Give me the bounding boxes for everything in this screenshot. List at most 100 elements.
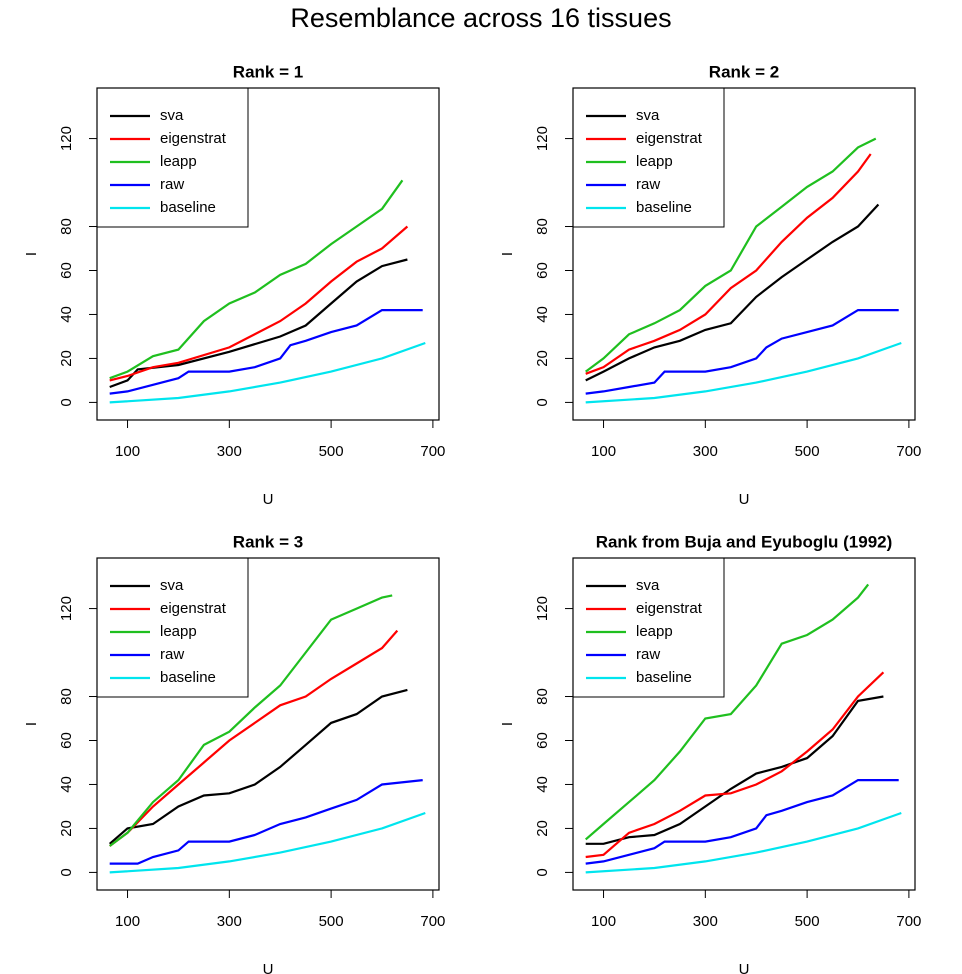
legend-label: baseline: [636, 199, 692, 216]
legend-label: leapp: [160, 153, 197, 170]
y-tick-label: 0: [58, 868, 75, 876]
y-axis-label: I: [499, 722, 516, 726]
series-line: [584, 583, 870, 841]
plot-frame: [572, 87, 916, 421]
x-tick-label: 700: [420, 443, 445, 460]
legend-box: [572, 557, 725, 698]
y-axis-label: I: [499, 252, 516, 256]
y-tick-label: 120: [58, 596, 75, 621]
legend-label: baseline: [160, 669, 216, 686]
series-line: [109, 225, 409, 382]
panel-title: Rank from Buja and Eyuboglu (1992): [596, 532, 893, 551]
x-tick-label: 100: [115, 913, 140, 930]
x-tick-label: 100: [591, 913, 616, 930]
x-tick-label: 500: [319, 913, 344, 930]
y-tick-label: 20: [534, 350, 551, 367]
series-line: [585, 309, 899, 395]
legend-label: baseline: [160, 199, 216, 216]
legend-label: eigenstrat: [636, 130, 703, 147]
x-axis-label: U: [263, 491, 274, 508]
x-tick-label: 700: [896, 443, 921, 460]
y-tick-label: 20: [534, 820, 551, 837]
legend-label: sva: [160, 577, 184, 594]
y-tick-label: 120: [534, 126, 551, 151]
y-tick-label: 120: [534, 596, 551, 621]
legend-label: raw: [160, 646, 184, 663]
x-tick-label: 300: [693, 443, 718, 460]
y-tick-label: 0: [534, 398, 551, 406]
y-tick-label: 20: [58, 350, 75, 367]
legend-label: sva: [636, 107, 660, 124]
plot-frame: [96, 87, 440, 421]
legend-label: eigenstrat: [160, 130, 227, 147]
panel-title: Rank = 2: [709, 62, 779, 81]
legend-box: [96, 87, 249, 228]
y-tick-label: 0: [534, 868, 551, 876]
x-axis-label: U: [263, 961, 274, 974]
y-tick-label: 120: [58, 126, 75, 151]
legend-label: sva: [160, 107, 184, 124]
series-line: [585, 153, 872, 375]
legend-label: eigenstrat: [160, 600, 227, 617]
y-tick-label: 20: [58, 820, 75, 837]
series-line: [109, 341, 426, 404]
y-tick-label: 40: [58, 776, 75, 793]
series-line: [585, 695, 884, 845]
y-tick-label: 60: [58, 262, 75, 279]
x-tick-label: 500: [795, 913, 820, 930]
series-line: [109, 811, 426, 874]
series-line: [109, 179, 404, 380]
series-line: [585, 811, 902, 874]
y-tick-label: 60: [58, 732, 75, 749]
series-line: [585, 137, 877, 373]
y-tick-label: 60: [534, 732, 551, 749]
x-tick-label: 100: [115, 443, 140, 460]
legend-label: leapp: [636, 153, 673, 170]
series-line: [109, 594, 393, 847]
series-line: [585, 671, 885, 859]
series-line: [585, 341, 902, 404]
series-line: [109, 309, 423, 395]
x-tick-label: 500: [795, 443, 820, 460]
y-axis-label: I: [23, 252, 40, 256]
series-line: [109, 779, 423, 865]
x-tick-label: 100: [591, 443, 616, 460]
panel-title: Rank = 1: [233, 62, 303, 81]
y-axis-label: I: [23, 722, 40, 726]
y-tick-label: 80: [534, 688, 551, 705]
plot-frame: [96, 557, 440, 891]
y-tick-label: 80: [58, 218, 75, 235]
y-tick-label: 60: [534, 262, 551, 279]
x-tick-label: 300: [693, 913, 718, 930]
legend-label: sva: [636, 577, 660, 594]
x-tick-label: 700: [420, 913, 445, 930]
figure-title: Resemblance across 16 tissues: [290, 3, 671, 33]
legend-label: leapp: [160, 623, 197, 640]
legend-label: eigenstrat: [636, 600, 703, 617]
legend-label: raw: [636, 646, 660, 663]
series-line: [585, 203, 880, 382]
x-tick-label: 300: [217, 443, 242, 460]
x-tick-label: 700: [896, 913, 921, 930]
x-axis-label: U: [739, 961, 750, 974]
x-tick-label: 300: [217, 913, 242, 930]
legend-label: raw: [636, 176, 660, 193]
x-axis-label: U: [739, 491, 750, 508]
y-tick-label: 80: [534, 218, 551, 235]
series-line: [108, 688, 408, 845]
series-line: [585, 779, 899, 865]
panel-title: Rank = 3: [233, 532, 303, 551]
legend-label: leapp: [636, 623, 673, 640]
plot-frame: [572, 557, 916, 891]
y-tick-label: 0: [58, 398, 75, 406]
y-tick-label: 40: [534, 776, 551, 793]
legend-label: raw: [160, 176, 184, 193]
y-tick-label: 40: [58, 306, 75, 323]
y-tick-label: 80: [58, 688, 75, 705]
legend-label: baseline: [636, 669, 692, 686]
x-tick-label: 500: [319, 443, 344, 460]
legend-box: [96, 557, 249, 698]
series-line: [109, 629, 399, 847]
y-tick-label: 40: [534, 306, 551, 323]
